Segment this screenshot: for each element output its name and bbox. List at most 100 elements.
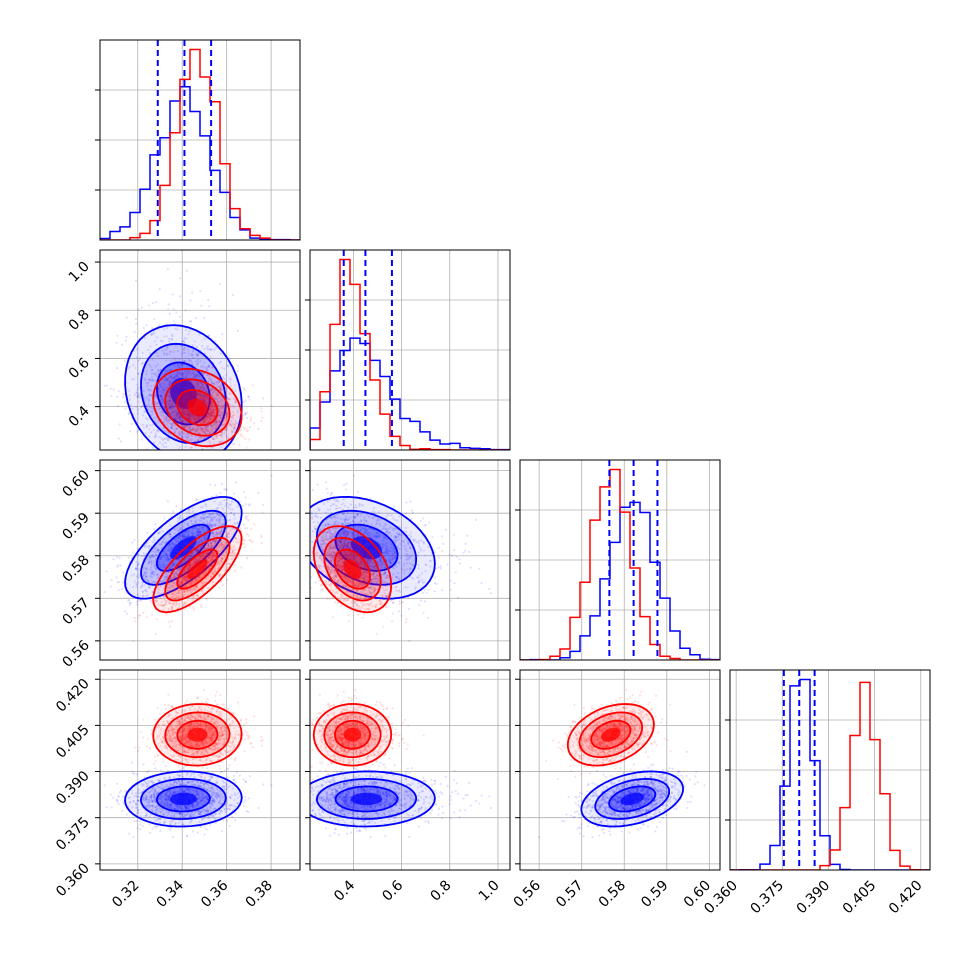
sample-point xyxy=(217,410,221,414)
sample-point xyxy=(218,434,221,437)
sample-point xyxy=(202,394,206,398)
sample-point xyxy=(184,425,188,429)
sample-point xyxy=(167,394,171,397)
sample-point xyxy=(188,371,191,374)
sample-point xyxy=(225,428,228,431)
sample-point xyxy=(178,365,181,369)
sample-point xyxy=(170,338,174,341)
sample-point xyxy=(226,365,229,368)
sample-point xyxy=(206,415,209,418)
sample-point xyxy=(171,400,174,403)
sample-point xyxy=(201,396,205,399)
sample-point xyxy=(202,372,205,375)
sample-point xyxy=(232,410,235,414)
sample-point xyxy=(230,424,233,427)
sample-point xyxy=(168,401,171,404)
sample-point xyxy=(249,539,252,542)
sample-point xyxy=(200,304,203,307)
sample-point xyxy=(151,333,154,336)
sample-point xyxy=(169,399,172,402)
sample-point xyxy=(215,437,218,440)
sample-point xyxy=(205,418,208,421)
sample-point xyxy=(213,389,216,392)
sample-point xyxy=(153,378,156,382)
sample-point xyxy=(177,372,180,375)
sample-point xyxy=(163,517,166,520)
sample-point xyxy=(169,350,173,353)
sample-point xyxy=(184,309,187,312)
sample-point xyxy=(246,429,250,432)
sample-point xyxy=(196,417,199,420)
sample-point xyxy=(209,413,212,416)
sample-point xyxy=(133,616,136,619)
sample-point xyxy=(154,523,157,526)
sample-point xyxy=(162,387,165,390)
sample-point xyxy=(165,352,168,355)
sample-point xyxy=(175,413,179,417)
sample-point xyxy=(156,369,160,372)
sample-point xyxy=(196,362,199,365)
sample-point xyxy=(157,419,160,422)
sample-point xyxy=(210,410,213,413)
sample-point xyxy=(195,316,198,320)
sample-point xyxy=(189,439,192,442)
sample-point xyxy=(176,365,179,368)
sample-point xyxy=(116,395,119,398)
sample-point xyxy=(206,425,209,429)
sample-point xyxy=(163,383,166,386)
sample-point xyxy=(219,491,222,495)
sample-point xyxy=(129,601,132,605)
sample-point xyxy=(166,387,169,390)
sample-point xyxy=(214,420,218,423)
sample-point xyxy=(193,430,196,433)
sample-point xyxy=(167,384,171,387)
sample-point xyxy=(127,556,130,559)
sample-point xyxy=(161,438,164,442)
sample-point xyxy=(164,377,167,380)
sample-point xyxy=(189,415,192,418)
sample-point xyxy=(187,417,190,420)
sample-point xyxy=(171,404,174,407)
sample-point xyxy=(233,564,237,567)
sample-point xyxy=(221,412,224,415)
sample-point xyxy=(224,419,227,422)
sample-point xyxy=(202,366,205,369)
sample-point xyxy=(157,387,160,390)
sample-point xyxy=(170,407,173,410)
sample-point xyxy=(134,366,137,369)
sample-point xyxy=(233,569,236,572)
sample-point xyxy=(201,420,205,423)
sample-point xyxy=(150,332,153,335)
sample-point xyxy=(183,410,186,413)
sample-point xyxy=(210,392,213,395)
sample-point xyxy=(224,414,228,417)
sample-point xyxy=(229,357,232,360)
sample-point xyxy=(197,386,200,389)
sample-point xyxy=(186,425,189,428)
sample-point xyxy=(220,398,224,401)
sample-point xyxy=(207,413,210,416)
sample-point xyxy=(211,366,214,369)
sample-point xyxy=(210,414,213,417)
sample-point xyxy=(188,418,192,421)
sample-point xyxy=(154,432,157,435)
sample-point xyxy=(220,412,223,415)
sample-point xyxy=(160,437,163,440)
sample-point xyxy=(186,369,189,373)
sample-point xyxy=(180,420,183,423)
sample-point xyxy=(132,551,135,554)
sample-point xyxy=(214,407,217,411)
sample-point xyxy=(154,402,158,406)
sample-point xyxy=(170,333,173,336)
sample-point xyxy=(168,620,171,624)
sample-point xyxy=(170,403,174,407)
sample-point xyxy=(167,383,170,386)
sample-point xyxy=(200,397,203,401)
sample-point xyxy=(166,379,170,382)
sample-point xyxy=(181,410,185,413)
sample-point xyxy=(197,426,200,429)
sample-point xyxy=(169,406,172,409)
sample-point xyxy=(169,381,172,385)
sample-point xyxy=(211,414,214,417)
sample-point xyxy=(180,430,183,433)
